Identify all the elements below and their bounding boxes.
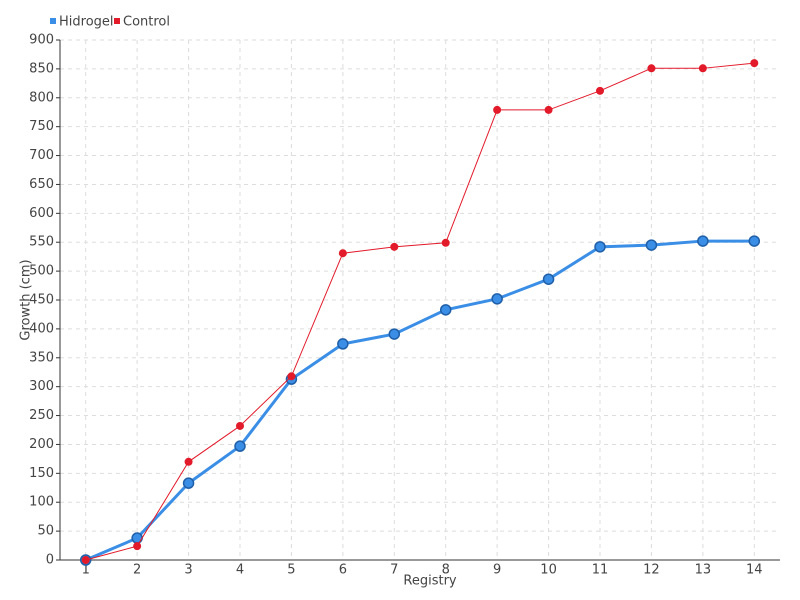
y-tick-label: 0 [46,553,54,568]
legend-label: Hidrogel [59,15,114,30]
data-point [645,239,658,251]
legend-swatch [50,18,56,24]
data-point [748,235,761,247]
x-tick-label: 2 [133,563,141,578]
data-point [338,249,347,258]
data-point [750,59,759,68]
y-tick-label: 500 [29,264,54,279]
data-point [439,304,452,316]
x-tick-label: 7 [390,563,398,578]
data-point [491,293,503,305]
data-point [388,328,401,340]
data-point [390,242,399,251]
y-tick-label: 50 [37,524,54,539]
y-tick-label: 700 [29,148,54,163]
data-point [594,241,606,253]
series-line [85,62,755,561]
y-tick-label: 550 [29,235,54,250]
y-tick-label: 250 [29,408,54,423]
data-point [544,105,553,114]
y-tick-label: 350 [29,350,54,365]
x-tick-label: 13 [695,563,712,578]
x-tick-label: 1 [82,563,90,578]
y-tick-label: 300 [29,379,54,394]
y-tick-label: 650 [29,177,54,192]
x-tick-label: 5 [287,563,295,578]
x-tick-label: 9 [493,563,501,578]
data-point [287,372,296,381]
data-point [184,457,193,466]
y-tick-label: 450 [29,293,54,308]
data-point [698,64,707,73]
y-tick-label: 150 [29,466,54,481]
y-tick-label: 750 [29,119,54,134]
data-point [441,238,450,247]
x-tick-label: 14 [746,563,763,578]
legend-label: Control [123,15,170,30]
data-point [182,477,195,489]
data-point [236,421,244,430]
x-tick-label: 10 [540,563,557,578]
y-tick-label: 400 [29,321,54,336]
x-tick-label: 12 [643,563,660,578]
x-tick-label: 4 [236,563,244,578]
data-point [697,235,709,247]
data-point [81,556,90,564]
data-point [647,64,656,73]
data-point [131,532,143,544]
y-tick-label: 800 [29,90,54,105]
data-point [542,273,555,285]
y-tick-label: 850 [29,61,54,76]
data-point [493,105,502,114]
data-point [596,86,604,95]
data-point [234,440,246,452]
y-tick-label: 900 [29,33,54,48]
x-tick-label: 6 [339,563,347,578]
y-axis-label: Growth (cm) [19,259,34,340]
x-tick-label: 11 [592,563,609,578]
data-point [337,338,349,350]
x-axis-label: Registry [403,574,457,589]
series-line [85,239,755,562]
data-point [133,542,142,551]
legend-swatch [114,18,120,24]
x-tick-label: 3 [184,563,192,578]
y-tick-label: 100 [29,495,54,510]
y-tick-label: 600 [29,206,54,221]
y-tick-label: 200 [29,437,54,452]
x-tick-label: 8 [442,563,450,578]
